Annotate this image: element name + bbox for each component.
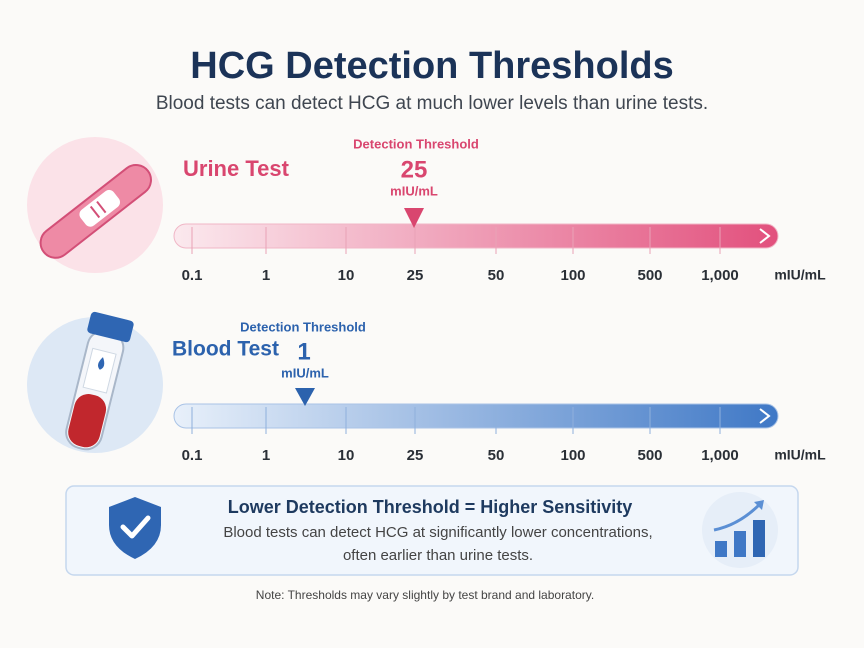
blood-scale-bar	[173, 403, 779, 429]
threshold-label: Detection Threshold	[240, 319, 366, 334]
tick-label: 500	[637, 447, 662, 464]
tick-label: 10	[338, 267, 355, 284]
blood-icon	[27, 311, 163, 453]
tick-label: 100	[560, 447, 585, 464]
tick-label: 1	[262, 447, 270, 464]
threshold-unit: mIU/mL	[281, 365, 329, 380]
scale-name: Urine Test	[183, 156, 290, 181]
tick-label: 50	[488, 447, 505, 464]
subtitle: Blood tests can detect HCG at much lower…	[156, 93, 708, 114]
threshold-label: Detection Threshold	[353, 136, 479, 151]
callout-box	[65, 485, 799, 576]
scale-name: Blood Test	[172, 338, 279, 361]
tick-label: 25	[407, 267, 424, 284]
axis-unit: mIU/mL	[774, 447, 826, 463]
callout-title: Lower Detection Threshold = Higher Sensi…	[228, 497, 633, 517]
urine-scale-bar	[173, 223, 779, 249]
arrow	[759, 228, 771, 244]
tick-label: 1	[262, 267, 270, 284]
tick-label: 500	[637, 267, 662, 284]
tick-label: 1,000	[701, 267, 739, 284]
arrow	[759, 408, 771, 424]
threshold-value: 1	[297, 338, 310, 365]
title: HCG Detection Thresholds	[190, 45, 674, 87]
callout-text: Blood tests can detect HCG at significan…	[223, 524, 652, 541]
tick-label: 25	[407, 447, 424, 464]
tick-label: 10	[338, 447, 355, 464]
note: Note: Thresholds may vary slightly by te…	[256, 588, 594, 602]
urine-icon	[27, 137, 163, 273]
axis-unit: mIU/mL	[774, 267, 826, 283]
tick-label: 50	[488, 267, 505, 284]
threshold-marker	[295, 388, 315, 406]
threshold-value: 25	[401, 156, 428, 183]
callout-text: often earlier than urine tests.	[343, 547, 533, 564]
threshold-marker	[404, 208, 424, 228]
threshold-unit: mIU/mL	[390, 183, 438, 198]
tick-label: 1,000	[701, 447, 739, 464]
tick-label: 0.1	[182, 447, 203, 464]
chart-icon	[702, 492, 778, 568]
ticks: 0.1 1 10 25 50 100 500 1,000 mIU/mL 0.1 1 10 25 50 100…	[182, 227, 826, 464]
shield-icon	[109, 497, 161, 559]
tick-label: 100	[560, 267, 585, 284]
tick-label: 0.1	[182, 267, 203, 284]
